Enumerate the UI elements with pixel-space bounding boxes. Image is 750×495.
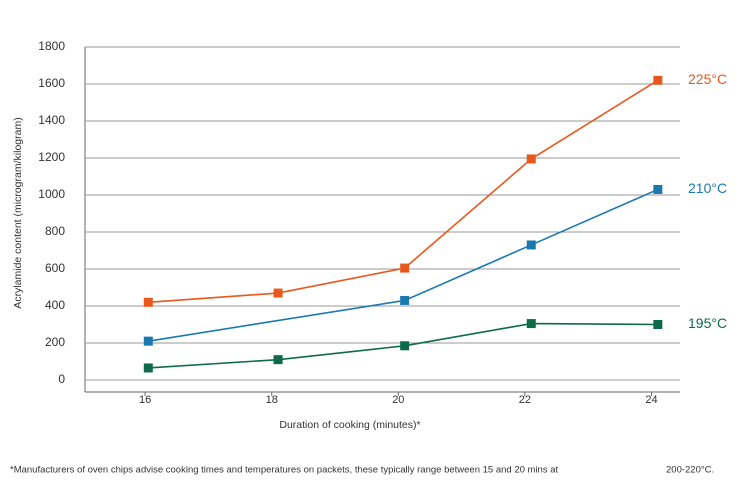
x-axis-title: Duration of cooking (minutes)* [279, 419, 420, 431]
footnote: *Manufacturers of oven chips advise cook… [10, 465, 559, 476]
marker [273, 355, 283, 365]
marker [400, 295, 410, 305]
x-tick-label: 24 [645, 394, 657, 406]
marker [400, 263, 410, 273]
x-tick-label: 16 [139, 394, 151, 406]
marker [143, 363, 153, 373]
y-tick-label: 1400 [38, 113, 65, 127]
y-tick-label: 1200 [38, 150, 65, 164]
x-tick-label: 20 [392, 394, 404, 406]
series-line [148, 188, 659, 342]
marker [653, 320, 663, 329]
x-tick-label: 22 [519, 394, 531, 406]
series-label: 225°C [688, 71, 727, 87]
y-tick-label: 0 [58, 372, 65, 386]
marker [653, 75, 663, 85]
y-tick-label: 400 [45, 298, 65, 312]
footnote: 200-220°C. [666, 465, 714, 476]
marker [143, 297, 153, 307]
marker [526, 154, 536, 164]
series-label: 195°C [688, 315, 727, 331]
y-tick-label: 800 [45, 224, 65, 238]
marker [400, 341, 410, 351]
y-tick-label: 1800 [38, 39, 65, 53]
y-axis-title: Acrylamide content (microgram/kilogram) [12, 117, 24, 308]
y-tick-label: 600 [45, 261, 65, 275]
marker [273, 288, 283, 298]
marker [653, 184, 663, 194]
x-tick-label: 18 [266, 394, 278, 406]
marker [526, 240, 536, 250]
y-tick-label: 1600 [38, 76, 65, 90]
y-tick-label: 200 [45, 335, 65, 349]
marker [526, 319, 536, 329]
series-label: 210°C [688, 180, 727, 196]
marker [143, 336, 153, 346]
y-tick-label: 1000 [38, 187, 65, 201]
